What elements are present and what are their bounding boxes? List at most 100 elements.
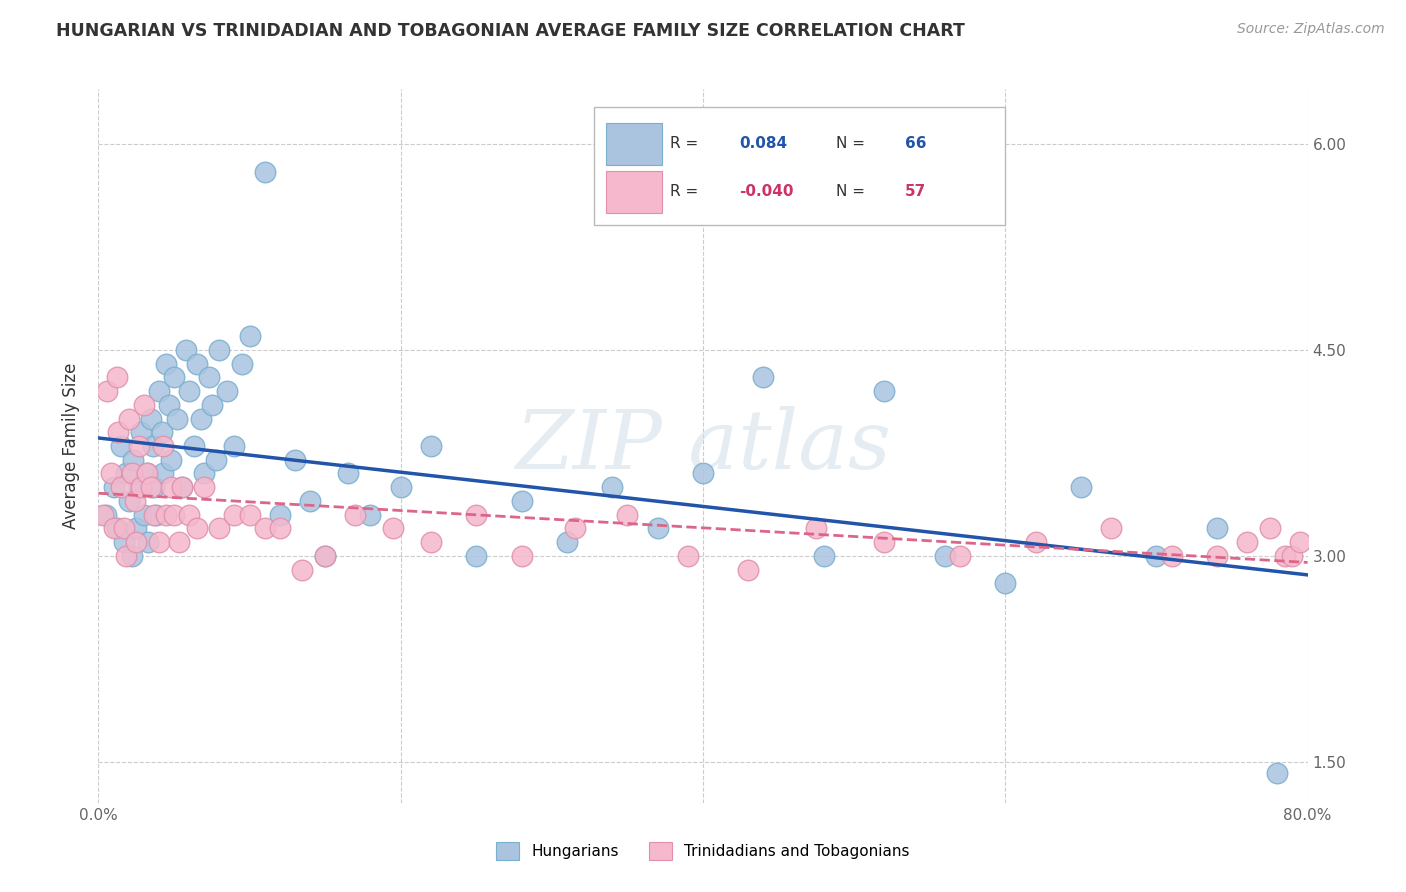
Point [179,384,201,398]
Point [160,452,183,467]
Point [143,480,166,494]
Point [122,452,145,467]
Point [676,549,699,563]
Text: -0.040: -0.040 [740,184,794,199]
Point [124,494,146,508]
Point [141,480,163,494]
Point [118,494,141,508]
Point [314,549,336,563]
Point [121,467,143,481]
Point [239,329,262,343]
Text: 66: 66 [905,136,927,151]
Point [125,535,148,549]
Text: 57: 57 [905,184,927,199]
Point [110,439,132,453]
Point [103,480,125,494]
Point [190,411,212,425]
Point [128,480,150,494]
Point [136,535,159,549]
Point [197,370,219,384]
Point [510,494,533,508]
Point [100,467,122,481]
Point [813,549,835,563]
Point [215,384,238,398]
Point [737,562,759,576]
Point [1274,549,1296,563]
Point [224,439,246,453]
Point [132,398,155,412]
Point [148,384,170,398]
Point [1281,549,1303,563]
Point [1160,549,1182,563]
Point [806,521,828,535]
Point [336,467,359,481]
Point [163,370,186,384]
Point [420,535,443,549]
Point [201,398,224,412]
Point [1144,549,1167,563]
Point [382,521,405,535]
Point [105,370,128,384]
Point [465,549,488,563]
Point [150,425,173,440]
Point [186,357,208,371]
Point [114,467,136,481]
Point [465,508,488,522]
Point [647,521,669,535]
Point [284,452,307,467]
Point [142,439,165,453]
Text: N =: N = [837,136,865,151]
Point [94,508,117,522]
Point [132,508,155,522]
Text: R =: R = [671,136,699,151]
Legend: Hungarians, Trinidadians and Tobagonians: Hungarians, Trinidadians and Tobagonians [489,836,917,866]
Point [103,521,125,535]
Point [239,508,262,522]
Point [155,357,177,371]
Point [253,164,276,178]
Point [873,535,896,549]
Point [135,467,157,481]
Point [160,480,183,494]
Point [1024,535,1046,549]
Point [269,521,291,535]
Point [141,411,163,425]
Point [121,549,143,563]
Point [183,439,205,453]
Point [148,535,170,549]
Point [1258,521,1281,535]
FancyBboxPatch shape [606,171,662,212]
Point [152,439,174,453]
Y-axis label: Average Family Size: Average Family Size [62,363,80,529]
Point [129,425,152,440]
Point [1206,549,1229,563]
Point [360,508,382,522]
Point [602,480,624,494]
Point [193,467,215,481]
Point [114,549,136,563]
Point [174,343,197,357]
Point [110,480,132,494]
Point [112,521,135,535]
Point [170,480,193,494]
Point [163,508,186,522]
Point [616,508,638,522]
Text: Source: ZipAtlas.com: Source: ZipAtlas.com [1237,22,1385,37]
Text: 0.084: 0.084 [740,136,787,151]
Point [934,549,956,563]
Point [128,439,150,453]
Point [105,521,128,535]
Point [564,521,586,535]
Point [1099,521,1122,535]
Point [170,480,193,494]
Point [1289,535,1312,549]
Text: HUNGARIAN VS TRINIDADIAN AND TOBAGONIAN AVERAGE FAMILY SIZE CORRELATION CHART: HUNGARIAN VS TRINIDADIAN AND TOBAGONIAN … [56,22,965,40]
Point [205,452,228,467]
Point [752,370,775,384]
Point [129,480,152,494]
Point [166,411,188,425]
Point [389,480,412,494]
Point [159,398,181,412]
Point [1206,521,1229,535]
Point [179,508,201,522]
